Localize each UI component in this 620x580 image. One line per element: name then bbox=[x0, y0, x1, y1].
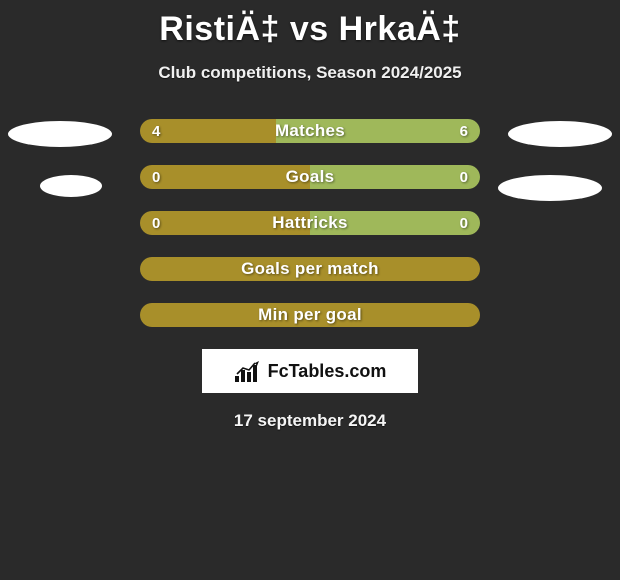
player-right-ellipse-1 bbox=[508, 121, 612, 147]
page-title: RistiÄ‡ vs HrkaÄ‡ bbox=[0, 0, 620, 49]
comparison-bar: 00Hattricks bbox=[140, 211, 480, 235]
fctables-logo-icon bbox=[234, 360, 262, 382]
player-left-ellipse-1 bbox=[8, 121, 112, 147]
logo-box: FcTables.com bbox=[202, 349, 418, 393]
logo-text: FcTables.com bbox=[268, 361, 387, 382]
comparison-bars: 46Matches 00Goals 00Hattricks Goals per mat… bbox=[140, 119, 480, 327]
comparison-bar: 46Matches bbox=[140, 119, 480, 143]
bar-label: Goals per match bbox=[140, 257, 480, 281]
comparison-content: 46Matches 00Goals 00Hattricks Goals per mat… bbox=[0, 119, 620, 431]
player-left-ellipse-2 bbox=[40, 175, 102, 197]
bar-label: Min per goal bbox=[140, 303, 480, 327]
bar-label: Hattricks bbox=[140, 211, 480, 235]
player-right-ellipse-2 bbox=[498, 175, 602, 201]
date-label: 17 september 2024 bbox=[0, 411, 620, 431]
comparison-bar: Goals per match bbox=[140, 257, 480, 281]
bar-label: Goals bbox=[140, 165, 480, 189]
comparison-bar: Min per goal bbox=[140, 303, 480, 327]
bar-label: Matches bbox=[140, 119, 480, 143]
page-subtitle: Club competitions, Season 2024/2025 bbox=[0, 63, 620, 83]
comparison-bar: 00Goals bbox=[140, 165, 480, 189]
